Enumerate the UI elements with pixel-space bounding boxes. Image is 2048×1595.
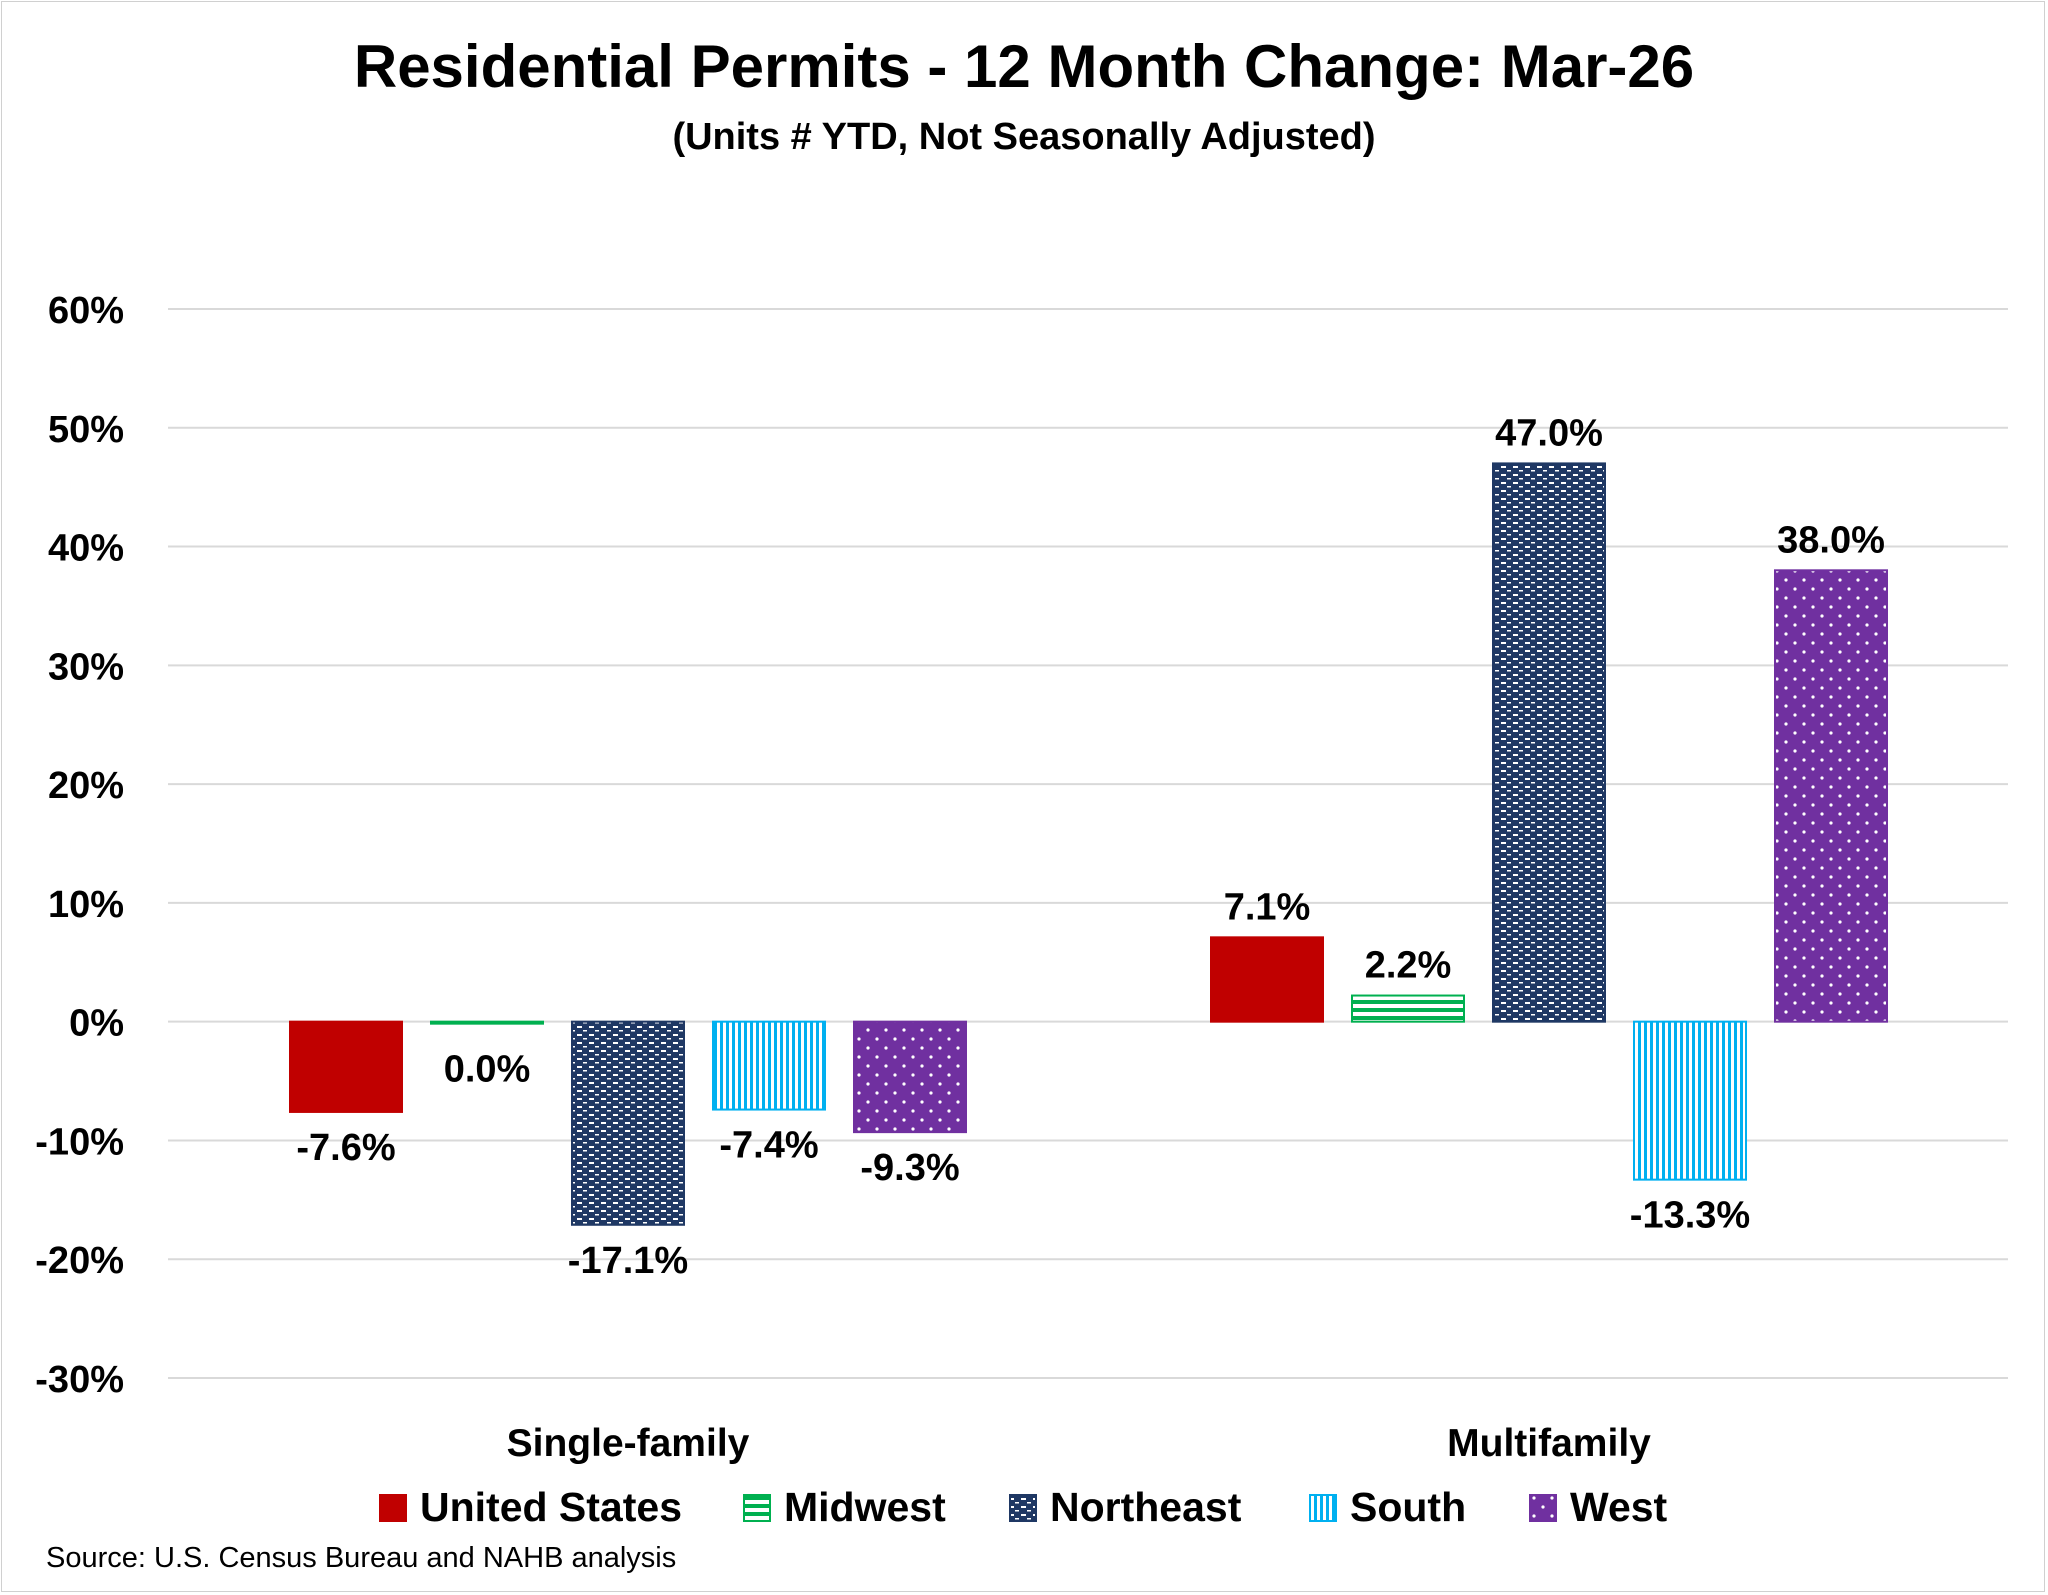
data-label: 47.0% bbox=[1495, 412, 1603, 454]
legend-item: United States bbox=[379, 1484, 682, 1530]
legend-swatch bbox=[743, 1494, 771, 1522]
data-label: 2.2% bbox=[1365, 945, 1452, 987]
legend-swatch bbox=[1309, 1494, 1337, 1522]
legend-item: Northeast bbox=[1009, 1484, 1242, 1530]
data-label: -7.6% bbox=[296, 1127, 395, 1169]
y-tick-label: -30% bbox=[35, 1359, 124, 1401]
legend-label: South bbox=[1350, 1484, 1466, 1530]
data-label: -13.3% bbox=[1630, 1195, 1750, 1237]
bar-west bbox=[1774, 569, 1888, 1023]
bar-united-states bbox=[289, 1020, 403, 1113]
y-tick-label: 50% bbox=[48, 409, 124, 451]
legend-swatch bbox=[1529, 1494, 1557, 1522]
bar-west bbox=[853, 1020, 967, 1134]
y-tick-label: 30% bbox=[48, 646, 124, 688]
bars bbox=[289, 462, 1888, 1226]
y-tick-label: -20% bbox=[35, 1240, 124, 1282]
data-label: 0.0% bbox=[444, 1049, 531, 1091]
bar-northeast bbox=[571, 1020, 685, 1226]
legend-label: United States bbox=[420, 1484, 682, 1530]
data-label: -9.3% bbox=[860, 1147, 959, 1189]
legend-label: West bbox=[1570, 1484, 1668, 1530]
data-labels: -7.6% 0.0% -17.1% -7.4% -9.3% 7.1% 2.2% 47.0% -1… bbox=[296, 412, 1885, 1281]
legend-label: Midwest bbox=[784, 1484, 946, 1530]
y-axis-ticks: 60% 50% 40% 30% 20% 10% 0% -10% -20% -30% bbox=[35, 290, 124, 1401]
category-labels: Single-family Multifamily bbox=[507, 1422, 1652, 1465]
chart-subtitle: (Units # YTD, Not Seasonally Adjusted) bbox=[672, 116, 1376, 158]
legend-item: South bbox=[1309, 1484, 1466, 1530]
legend: United States Midwest Northeast South West bbox=[379, 1484, 1668, 1530]
bar-united-states bbox=[1210, 936, 1324, 1023]
legend-swatch bbox=[1009, 1494, 1037, 1522]
y-tick-label: 0% bbox=[69, 1003, 124, 1045]
data-label: -7.4% bbox=[719, 1125, 818, 1167]
legend-item: Midwest bbox=[743, 1484, 946, 1530]
bar-northeast bbox=[1492, 462, 1606, 1023]
source-note: Source: U.S. Census Bureau and NAHB anal… bbox=[46, 1542, 677, 1574]
legend-swatch bbox=[379, 1494, 407, 1522]
data-label: 38.0% bbox=[1777, 519, 1885, 561]
category-label: Multifamily bbox=[1447, 1422, 1651, 1465]
legend-item: West bbox=[1529, 1484, 1668, 1530]
y-tick-label: 60% bbox=[48, 290, 124, 332]
bar-south bbox=[712, 1020, 826, 1111]
y-tick-label: -10% bbox=[35, 1121, 124, 1163]
chart-title: Residential Permits - 12 Month Change: M… bbox=[353, 33, 1695, 100]
bar-south bbox=[1633, 1020, 1747, 1181]
y-tick-label: 20% bbox=[48, 765, 124, 807]
category-label: Single-family bbox=[507, 1422, 750, 1465]
bar-midwest bbox=[430, 1020, 544, 1025]
bar-midwest bbox=[1351, 994, 1465, 1023]
y-tick-label: 10% bbox=[48, 884, 124, 926]
y-tick-label: 40% bbox=[48, 528, 124, 570]
data-label: 7.1% bbox=[1224, 886, 1311, 928]
data-label: -17.1% bbox=[568, 1240, 688, 1282]
legend-label: Northeast bbox=[1050, 1484, 1242, 1530]
